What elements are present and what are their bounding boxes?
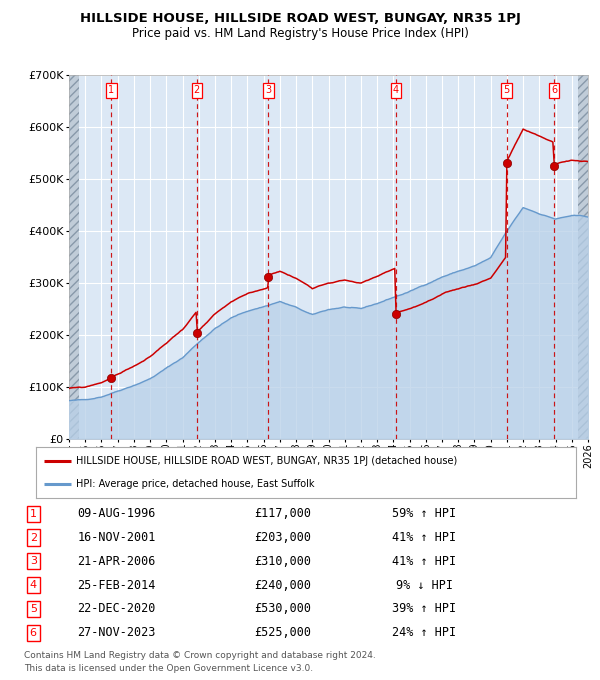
Text: 6: 6: [551, 86, 557, 95]
Text: 27-NOV-2023: 27-NOV-2023: [77, 626, 156, 639]
Text: 21-APR-2006: 21-APR-2006: [77, 555, 156, 568]
Text: £203,000: £203,000: [254, 531, 311, 544]
Text: 4: 4: [29, 580, 37, 590]
Text: 25-FEB-2014: 25-FEB-2014: [77, 579, 156, 592]
Text: HILLSIDE HOUSE, HILLSIDE ROAD WEST, BUNGAY, NR35 1PJ (detached house): HILLSIDE HOUSE, HILLSIDE ROAD WEST, BUNG…: [77, 456, 458, 466]
Text: 5: 5: [503, 86, 510, 95]
Bar: [578, 75, 588, 439]
Text: 39% ↑ HPI: 39% ↑ HPI: [392, 602, 456, 615]
Text: 4: 4: [393, 86, 399, 95]
Text: 1: 1: [30, 509, 37, 519]
Text: 59% ↑ HPI: 59% ↑ HPI: [392, 507, 456, 520]
Text: 16-NOV-2001: 16-NOV-2001: [77, 531, 156, 544]
Text: 22-DEC-2020: 22-DEC-2020: [77, 602, 156, 615]
Text: 1: 1: [108, 86, 115, 95]
Text: HPI: Average price, detached house, East Suffolk: HPI: Average price, detached house, East…: [77, 479, 315, 489]
Text: HILLSIDE HOUSE, HILLSIDE ROAD WEST, BUNGAY, NR35 1PJ: HILLSIDE HOUSE, HILLSIDE ROAD WEST, BUNG…: [80, 12, 520, 25]
Text: 09-AUG-1996: 09-AUG-1996: [77, 507, 156, 520]
Text: 5: 5: [30, 604, 37, 614]
Text: 3: 3: [265, 86, 272, 95]
Text: 41% ↑ HPI: 41% ↑ HPI: [392, 531, 456, 544]
Text: £530,000: £530,000: [254, 602, 311, 615]
Text: 3: 3: [30, 556, 37, 566]
Text: 24% ↑ HPI: 24% ↑ HPI: [392, 626, 456, 639]
Text: 6: 6: [30, 628, 37, 638]
Text: 41% ↑ HPI: 41% ↑ HPI: [392, 555, 456, 568]
Text: 9% ↓ HPI: 9% ↓ HPI: [395, 579, 452, 592]
Text: Price paid vs. HM Land Registry's House Price Index (HPI): Price paid vs. HM Land Registry's House …: [131, 27, 469, 40]
Text: £525,000: £525,000: [254, 626, 311, 639]
Text: This data is licensed under the Open Government Licence v3.0.: This data is licensed under the Open Gov…: [24, 664, 313, 673]
Text: £117,000: £117,000: [254, 507, 311, 520]
Text: 2: 2: [194, 86, 200, 95]
Bar: [578, 75, 588, 439]
Text: Contains HM Land Registry data © Crown copyright and database right 2024.: Contains HM Land Registry data © Crown c…: [24, 651, 376, 660]
Text: 2: 2: [29, 532, 37, 543]
Bar: [69, 75, 79, 439]
Bar: [69, 75, 79, 439]
Text: £240,000: £240,000: [254, 579, 311, 592]
Text: £310,000: £310,000: [254, 555, 311, 568]
